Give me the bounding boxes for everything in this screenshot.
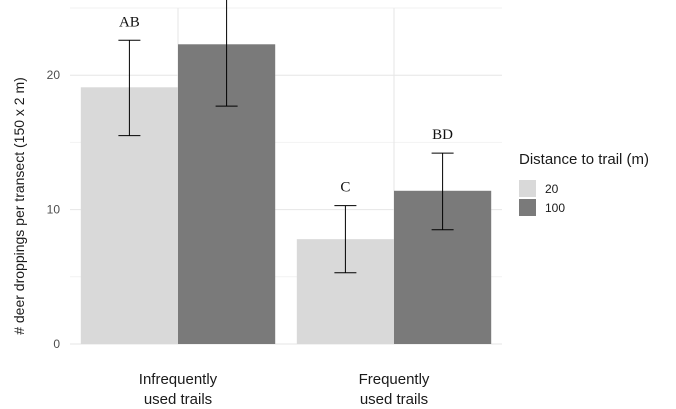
significance-labels-layer: ABCABD — [119, 14, 453, 196]
x-tick-label: Infrequently used trails — [139, 371, 218, 408]
legend-title: Distance to trail (m) — [519, 151, 649, 168]
significance-label: BD — [432, 127, 453, 143]
y-axis-ticks: 0 10 20 — [47, 68, 61, 351]
y-tick-label: 10 — [47, 203, 61, 217]
legend-label: 100 — [545, 201, 565, 215]
x-tick-label-line: Infrequently — [139, 371, 218, 388]
x-tick-label-line: Frequently — [359, 371, 430, 388]
y-tick-label: 20 — [47, 68, 61, 82]
legend: Distance to trail (m) 20 100 — [519, 151, 649, 216]
x-tick-label-line: used trails — [360, 391, 428, 408]
y-tick-label: 0 — [53, 337, 60, 351]
significance-label: AB — [119, 14, 140, 30]
y-axis-label: # deer droppings per transect (150 x 2 m… — [11, 77, 27, 335]
legend-swatch — [519, 199, 536, 216]
x-tick-label: Frequently used trails — [359, 371, 430, 408]
x-tick-label-line: used trails — [144, 391, 212, 408]
bars-layer — [80, 44, 492, 345]
legend-swatch — [519, 180, 536, 197]
significance-label: C — [340, 180, 350, 196]
legend-label: 20 — [545, 182, 559, 196]
x-axis-ticks: Infrequently used trails Frequently used tr… — [139, 371, 430, 408]
error-bars-layer — [118, 0, 454, 274]
